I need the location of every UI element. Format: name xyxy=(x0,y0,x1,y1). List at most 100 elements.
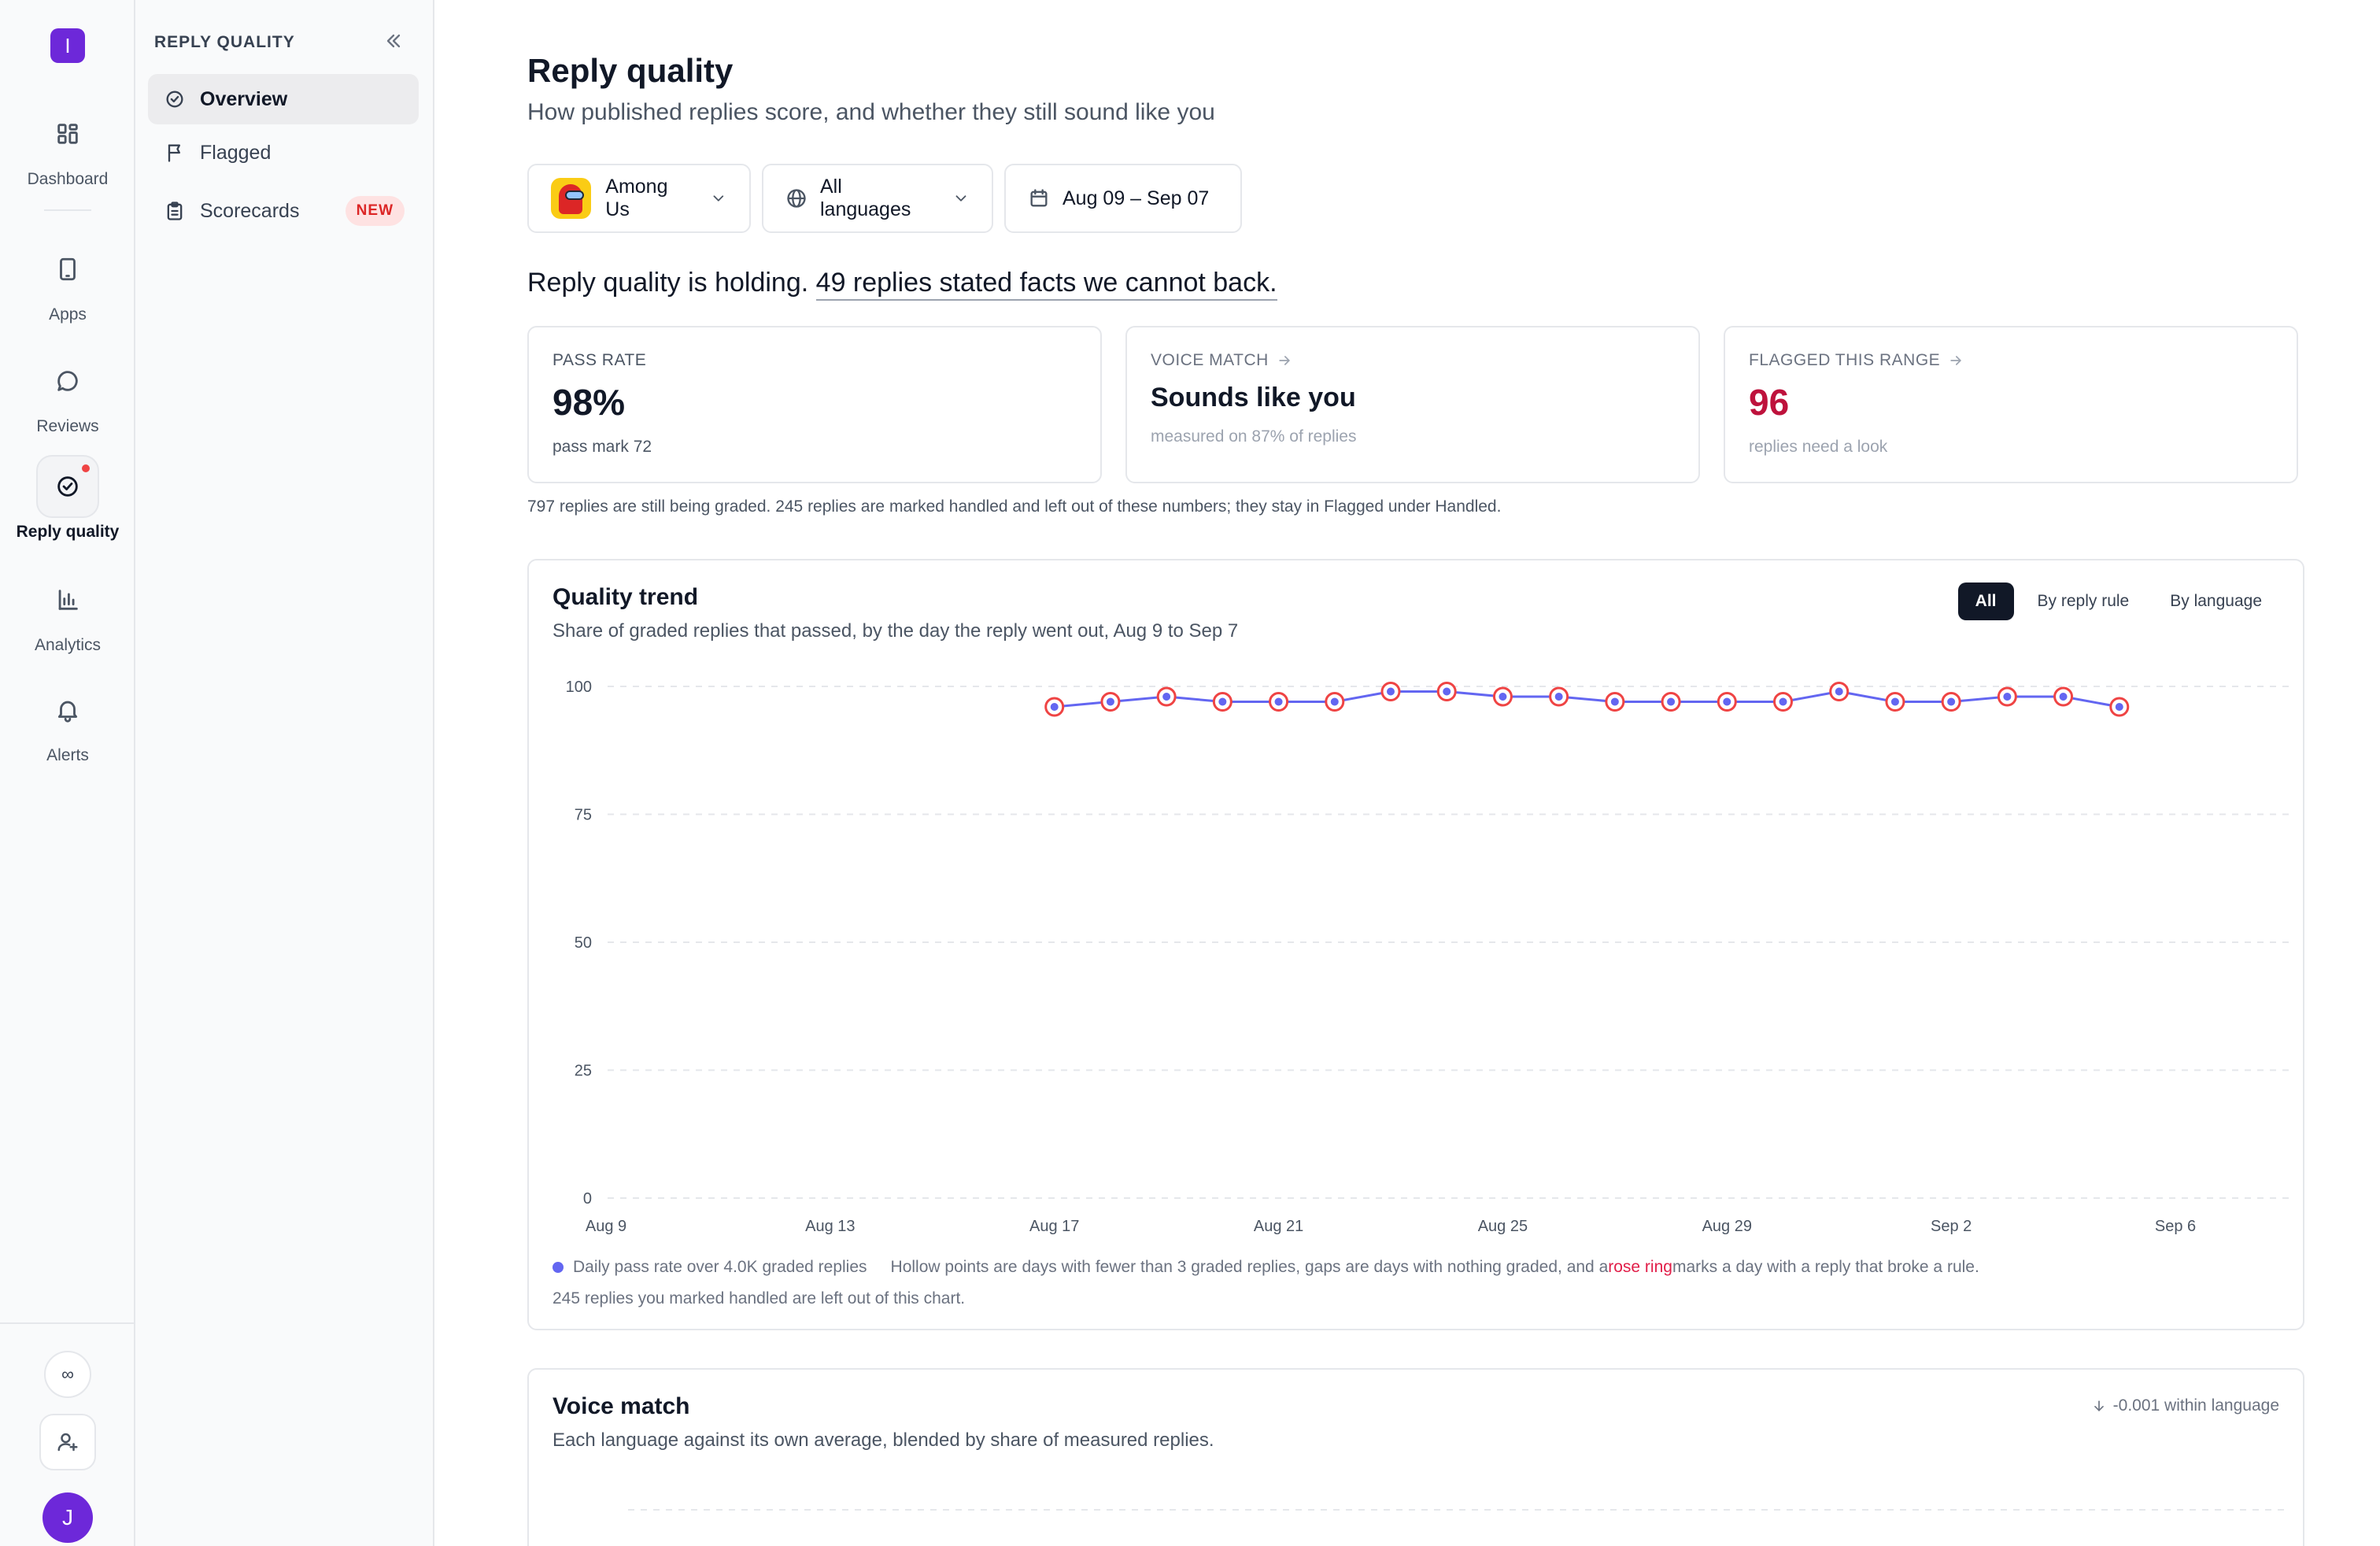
card-title: Quality trend xyxy=(552,584,699,610)
rail-item-label: Alerts xyxy=(46,746,89,764)
voice-delta: -0.001 within language xyxy=(2091,1396,2279,1415)
infinity-button[interactable]: ∞ xyxy=(44,1351,91,1398)
app-icon xyxy=(551,178,592,219)
x-tick-label: Aug 13 xyxy=(805,1218,855,1235)
collapse-sidebar-button[interactable] xyxy=(382,30,405,52)
data-point xyxy=(1890,697,1899,706)
rail-item-reply-quality[interactable]: Reply quality xyxy=(0,455,135,542)
arrow-right-icon xyxy=(1279,356,1290,365)
flagged-card[interactable]: FLAGGED THIS RANGE 96 replies need a loo… xyxy=(1724,326,2298,483)
subnav-item-label: Overview xyxy=(200,87,288,110)
data-point xyxy=(1106,697,1114,706)
data-point xyxy=(1330,697,1339,706)
subnav-item-scorecards[interactable]: Scorecards NEW xyxy=(148,186,419,236)
data-point xyxy=(2003,693,2012,701)
check-circle-icon xyxy=(166,91,183,108)
unbacked-facts-link[interactable]: 49 replies stated facts we cannot back. xyxy=(815,268,1277,301)
rail-item-label: Reviews xyxy=(36,417,99,435)
quality-trend-chart: 0 25 50 75 100 Aug 9 Aug 13 Aug 17 Aug 21 Aug 25 A… xyxy=(566,679,2292,1235)
globe-icon xyxy=(787,189,806,208)
bell-icon xyxy=(36,679,99,742)
app-rail: I Dashboard Apps Reviews Reply quality A… xyxy=(0,0,135,1546)
stat-note: pass mark 72 xyxy=(552,438,652,456)
double-chevron-left-icon xyxy=(386,34,401,48)
data-point xyxy=(2059,693,2068,701)
new-badge: NEW xyxy=(345,196,405,226)
section-heading: REPLY QUALITY xyxy=(154,33,295,51)
subnav-item-flagged[interactable]: Flagged xyxy=(148,128,419,178)
main-content: Reply quality How published replies scor… xyxy=(434,0,2380,1546)
x-tick-label: Aug 29 xyxy=(1702,1218,1752,1235)
stat-label: VOICE MATCH xyxy=(1151,351,1675,370)
language-selector-value: All languages xyxy=(819,176,911,220)
legend-note-end: marks a day with a reply that broke a ru… xyxy=(1672,1258,1979,1276)
data-point xyxy=(1387,687,1395,696)
calendar-icon xyxy=(1030,189,1048,207)
rail-item-alerts[interactable]: Alerts xyxy=(0,679,135,765)
voice-match-section: Voice match Each language against its ow… xyxy=(527,1368,2304,1546)
x-tick-label: Sep 2 xyxy=(1931,1218,1972,1235)
rail-item-analytics[interactable]: Analytics xyxy=(0,568,135,655)
data-point xyxy=(1050,703,1059,711)
invite-user-button[interactable] xyxy=(39,1414,96,1470)
workspace-logo[interactable]: I xyxy=(50,28,85,63)
data-point xyxy=(1723,697,1731,706)
tab-all[interactable]: All xyxy=(1957,583,2014,620)
card-subtitle: Share of graded replies that passed, by … xyxy=(552,620,1239,642)
section-nav: REPLY QUALITY Overview Flagged Scorecard… xyxy=(135,0,434,1546)
y-tick-label: 0 xyxy=(583,1190,592,1208)
y-tick-label: 25 xyxy=(575,1063,592,1080)
rail-item-dashboard[interactable]: Dashboard xyxy=(0,102,135,189)
page-title: Reply quality xyxy=(527,52,734,89)
voice-match-value: Sounds like you xyxy=(1151,383,1356,412)
y-tick-label: 50 xyxy=(575,934,592,952)
bar-chart-icon xyxy=(36,568,99,631)
voice-match-card[interactable]: VOICE MATCH Sounds like you measured on … xyxy=(1125,326,1700,483)
chevron-down-icon xyxy=(955,195,966,202)
data-point xyxy=(1554,693,1563,701)
x-tick-label: Aug 25 xyxy=(1478,1218,1528,1235)
breakdown-toggle: All By reply rule By language xyxy=(1957,583,2279,620)
stat-label: PASS RATE xyxy=(552,351,647,369)
language-selector[interactable]: All languages xyxy=(762,164,993,233)
legend-rose-ring: rose ring xyxy=(1608,1258,1672,1276)
y-tick-label: 100 xyxy=(566,679,592,696)
tab-by-reply-rule[interactable]: By reply rule xyxy=(2037,592,2130,610)
user-avatar[interactable]: J xyxy=(42,1492,93,1543)
app-selector[interactable]: Among Us xyxy=(527,164,751,233)
infinity-icon: ∞ xyxy=(61,1364,74,1384)
card-subtitle: Each language against its own average, b… xyxy=(552,1429,1214,1451)
pass-rate-value: 98% xyxy=(552,382,626,423)
card-title: Voice match xyxy=(552,1393,690,1419)
stat-label-text: VOICE MATCH xyxy=(1151,351,1269,369)
x-tick-label: Aug 21 xyxy=(1254,1218,1303,1235)
rail-item-label: Dashboard xyxy=(27,170,109,188)
data-point xyxy=(1274,697,1283,706)
stat-label: FLAGGED THIS RANGE xyxy=(1749,351,2273,370)
data-point xyxy=(1218,697,1227,706)
stat-note: replies need a look xyxy=(1749,438,1888,456)
phone-icon xyxy=(36,238,99,301)
chat-bubble-icon xyxy=(36,350,99,412)
rail-item-label: Apps xyxy=(49,305,87,324)
data-point xyxy=(1835,687,1843,696)
voice-match-chart-preview xyxy=(628,1509,2286,1511)
subnav-item-overview[interactable]: Overview xyxy=(148,74,419,124)
page-subtitle: How published replies score, and whether… xyxy=(527,99,1215,125)
rail-item-reviews[interactable]: Reviews xyxy=(0,350,135,436)
summary-headline: Reply quality is holding. 49 replies sta… xyxy=(527,268,1277,301)
pass-rate-card: PASS RATE 98% pass mark 72 xyxy=(527,326,1102,483)
rail-item-apps[interactable]: Apps xyxy=(0,238,135,324)
dashboard-icon xyxy=(36,102,99,165)
tab-by-language[interactable]: By language xyxy=(2170,592,2262,610)
rail-bottom-divider xyxy=(0,1322,135,1324)
notification-dot xyxy=(80,463,91,474)
data-point xyxy=(1947,697,1956,706)
date-range-picker[interactable]: Aug 09 – Sep 07 xyxy=(1004,164,1242,233)
date-range-value: Aug 09 – Sep 07 xyxy=(1062,187,1210,209)
app-selector-value: Among Us xyxy=(605,176,668,220)
arrow-right-icon xyxy=(1950,356,1961,365)
data-point xyxy=(1162,693,1171,701)
arrow-down-icon xyxy=(2094,1400,2104,1411)
clipboard-icon xyxy=(167,202,183,220)
